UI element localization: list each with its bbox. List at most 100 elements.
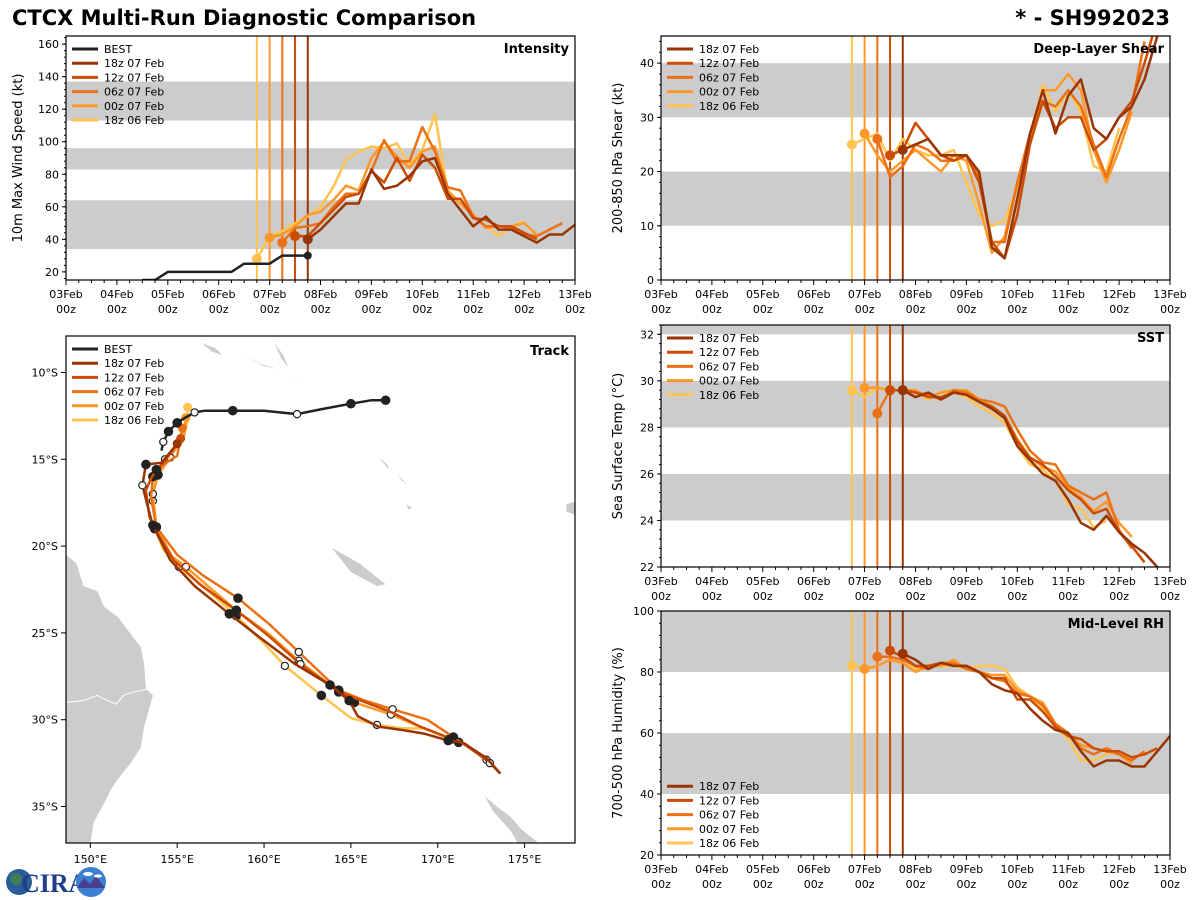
y-axis-label: 10m Max Wind Speed (kt) bbox=[11, 74, 26, 243]
track-point-12z bbox=[159, 437, 168, 447]
track-point-00z bbox=[227, 405, 238, 416]
data-point bbox=[264, 232, 275, 243]
data-point bbox=[872, 408, 883, 419]
legend-label: 06z 07 Feb bbox=[104, 386, 164, 399]
legend-label: 06z 07 Feb bbox=[699, 360, 759, 373]
track-line bbox=[144, 437, 502, 775]
x-tick-label-day: 12Feb bbox=[1102, 288, 1135, 301]
x-tick-label-hour: 00z bbox=[906, 303, 926, 316]
cloud-icon bbox=[83, 872, 93, 876]
x-tick-label-hour: 00z bbox=[753, 303, 773, 316]
track-point-00z bbox=[344, 695, 354, 706]
legend-label: 12z 07 Feb bbox=[104, 371, 164, 384]
x-tick-label-day: 13Feb bbox=[1153, 288, 1186, 301]
storm-id: * - SH992023 bbox=[1015, 6, 1170, 30]
island bbox=[291, 375, 304, 385]
x-tick-label-day: 04Feb bbox=[695, 863, 728, 876]
legend-label: 00z 07 Feb bbox=[699, 823, 759, 836]
island bbox=[566, 501, 575, 515]
y-axis-label: 700-500 hPa Humidity (%) bbox=[611, 647, 626, 819]
x-tick-label-hour: 00z bbox=[1160, 878, 1180, 891]
data-point bbox=[885, 150, 896, 161]
y-tick-label: 30 bbox=[640, 375, 654, 388]
x-tick-label-hour: 00z bbox=[702, 303, 722, 316]
data-point bbox=[897, 648, 908, 659]
track-line bbox=[151, 417, 460, 744]
data-point bbox=[846, 660, 857, 671]
track-point-12z bbox=[190, 408, 199, 417]
x-tick-label-hour: 00z bbox=[463, 303, 483, 316]
y-tick-label: 40 bbox=[640, 57, 654, 70]
lat-tick-label: 20°S bbox=[32, 540, 58, 553]
x-tick-label-day: 03Feb bbox=[644, 575, 677, 588]
lat-tick-label: 10°S bbox=[32, 366, 58, 379]
x-tick-label-hour: 00z bbox=[412, 303, 432, 316]
x-tick-label-day: 10Feb bbox=[1001, 575, 1034, 588]
y-tick-label: 20 bbox=[640, 166, 654, 179]
track-point-00z bbox=[316, 690, 327, 701]
island bbox=[331, 547, 386, 587]
track-06z-07-feb bbox=[148, 423, 491, 764]
x-tick-label-hour: 00z bbox=[1109, 590, 1129, 603]
panel-title: Track bbox=[530, 344, 569, 359]
track-line bbox=[141, 442, 502, 775]
x-tick-label-day: 12Feb bbox=[1102, 575, 1135, 588]
series-line-12z-07-feb bbox=[890, 388, 1146, 564]
lon-tick-label: 165°E bbox=[334, 853, 367, 866]
threshold-band bbox=[66, 148, 575, 170]
x-tick-label-hour: 00z bbox=[260, 303, 280, 316]
track-point-00z bbox=[151, 464, 162, 475]
lat-tick-label: 30°S bbox=[32, 714, 58, 727]
data-point bbox=[872, 134, 883, 145]
x-tick-label-hour: 00z bbox=[1007, 878, 1027, 891]
x-tick-label-hour: 00z bbox=[362, 303, 382, 316]
series-line-00z-07-feb bbox=[864, 658, 1133, 765]
x-tick-label-day: 10Feb bbox=[1001, 863, 1034, 876]
legend-label: 06z 07 Feb bbox=[104, 86, 164, 99]
lon-tick-label: 170°E bbox=[421, 853, 454, 866]
track-point-00z bbox=[325, 680, 335, 690]
track-start-point bbox=[172, 439, 182, 449]
series-line-06z-07-feb bbox=[876, 41, 1146, 244]
x-tick-label-hour: 00z bbox=[651, 878, 671, 891]
track-point-12z bbox=[138, 481, 147, 490]
lon-tick-label: 150°E bbox=[74, 853, 107, 866]
y-tick-label: 80 bbox=[640, 666, 654, 679]
x-tick-label-day: 03Feb bbox=[644, 288, 677, 301]
y-tick-label: 22 bbox=[640, 561, 654, 574]
data-point bbox=[251, 253, 262, 264]
x-tick-label-day: 11Feb bbox=[456, 288, 489, 301]
legend-label: 00z 07 Feb bbox=[104, 100, 164, 113]
y-axis-label: Sea Surface Temp (°C) bbox=[611, 373, 626, 520]
x-tick-label-hour: 00z bbox=[702, 878, 722, 891]
legend-label: 00z 07 Feb bbox=[699, 375, 759, 388]
x-tick-label-day: 10Feb bbox=[1001, 288, 1034, 301]
lat-tick-label: 25°S bbox=[32, 627, 58, 640]
lon-tick-label: 160°E bbox=[247, 853, 280, 866]
cloud-icon bbox=[94, 874, 102, 878]
x-tick-label-hour: 00z bbox=[855, 590, 875, 603]
csu-logo-icon bbox=[76, 867, 106, 897]
sst-panel: 22 24 26 28 30 32 03Feb 00z 04Feb 00z 05Feb 00z 06Fe… bbox=[611, 324, 1187, 603]
x-tick-label-day: 06Feb bbox=[202, 288, 235, 301]
x-tick-label-day: 11Feb bbox=[1051, 575, 1084, 588]
y-tick-label: 24 bbox=[640, 514, 654, 527]
y-tick-label: 100 bbox=[38, 136, 59, 149]
figure-title: CTCX Multi-Run Diagnostic Comparison bbox=[12, 6, 477, 30]
x-tick-label-day: 05Feb bbox=[746, 288, 779, 301]
x-tick-label-hour: 00z bbox=[804, 303, 824, 316]
shear-panel: 0 10 20 30 40 03Feb 00z 04Feb 00z 05Feb 00z 06Feb 00… bbox=[611, 35, 1187, 316]
y-tick-label: 20 bbox=[640, 849, 654, 862]
legend-label: BEST bbox=[104, 43, 132, 56]
series-line-18z-07-feb bbox=[307, 156, 575, 244]
data-point bbox=[897, 385, 908, 396]
data-point bbox=[872, 651, 883, 662]
track-point-00z bbox=[443, 735, 453, 746]
australia-landmass bbox=[66, 554, 153, 843]
x-tick-label-hour: 00z bbox=[753, 878, 773, 891]
x-tick-label-day: 09Feb bbox=[355, 288, 388, 301]
series-line-18z-07-feb bbox=[902, 389, 1159, 567]
data-point bbox=[303, 251, 312, 260]
x-tick-label-day: 07Feb bbox=[848, 575, 881, 588]
